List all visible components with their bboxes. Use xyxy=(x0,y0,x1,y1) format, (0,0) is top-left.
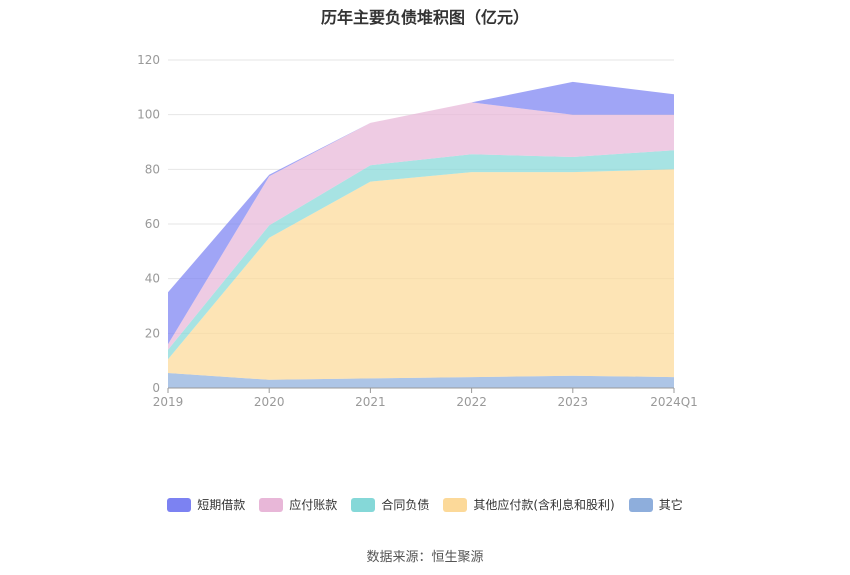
legend-item-other-payables[interactable]: 其他应付款(含利息和股利) xyxy=(443,496,615,513)
area-series[interactable] xyxy=(168,373,674,388)
y-tick-label: 60 xyxy=(145,217,160,231)
legend-item-accounts-payable[interactable]: 应付账款 xyxy=(259,496,337,513)
y-tick-label: 100 xyxy=(137,108,160,122)
stacked-area-chart: 0 20 40 60 80 100 120 2019 2020 2021 2022 2023 2024Q… xyxy=(137,53,698,409)
data-source: 数据来源：恒生聚源 xyxy=(366,550,484,565)
area-series[interactable] xyxy=(168,102,674,350)
legend-item-short-term-loans[interactable]: 短期借款 xyxy=(167,496,245,513)
chart-title: 历年主要负债堆积图（亿元） xyxy=(320,8,529,27)
legend-item-contract-liabilities[interactable]: 合同负债 xyxy=(351,496,429,513)
legend-label: 其它 xyxy=(658,498,683,512)
x-tick-label: 2023 xyxy=(558,395,589,409)
y-tick-label: 0 xyxy=(152,381,160,395)
legend-swatch xyxy=(443,497,468,512)
legend-label: 其他应付款(含利息和股利) xyxy=(473,498,615,512)
legend: 短期借款 应付账款 合同负债 其他应付款(含利息和股利) 其它 xyxy=(0,496,850,513)
legend-label: 短期借款 xyxy=(197,498,246,512)
legend-swatch xyxy=(628,497,653,512)
legend-swatch xyxy=(351,497,376,512)
area-series[interactable] xyxy=(168,169,674,380)
y-tick-label: 20 xyxy=(145,326,160,340)
area-series[interactable] xyxy=(168,81,674,345)
legend-item-other[interactable]: 其它 xyxy=(628,496,683,513)
x-tick-label: 2022 xyxy=(456,395,487,409)
x-tick-label: 2024Q1 xyxy=(650,395,698,409)
legend-label: 合同负债 xyxy=(381,498,430,512)
y-tick-label: 120 xyxy=(137,53,160,67)
x-tick-label: 2019 xyxy=(153,395,184,409)
legend-swatch xyxy=(167,497,192,512)
y-tick-label: 40 xyxy=(145,272,160,286)
x-tick-label: 2021 xyxy=(355,395,386,409)
legend-label: 应付账款 xyxy=(289,498,338,512)
x-tick-label: 2020 xyxy=(254,395,285,409)
legend-swatch xyxy=(259,497,284,512)
y-tick-label: 80 xyxy=(145,162,160,176)
